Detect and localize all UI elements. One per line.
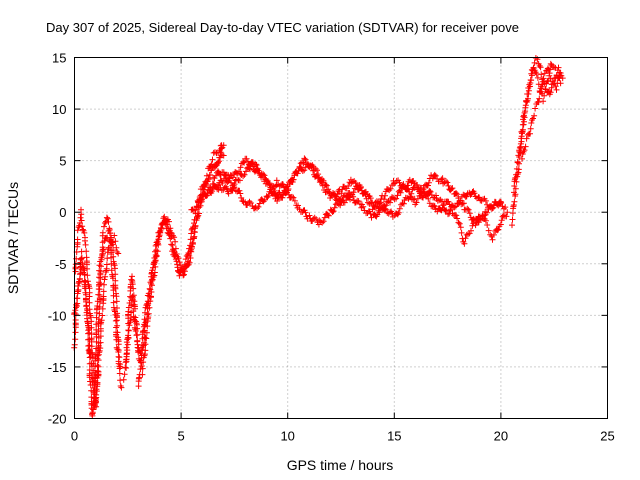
x-tick-label: 5 [177, 429, 184, 444]
y-tick-label: -15 [48, 360, 67, 375]
series-track-8 [194, 155, 509, 229]
axis-ticks: 0 5 10 15 20 25 15 10 5 0 -5 -10 -15 -20 [48, 51, 615, 444]
plot-frame [74, 57, 608, 419]
series-markers [194, 155, 509, 229]
y-tick-label: -10 [48, 308, 67, 323]
y-tick-label: -5 [55, 257, 67, 272]
series-markers [519, 65, 564, 162]
y-tick-label: 10 [52, 102, 66, 117]
y-axis-label: SDTVAR / TECUs [5, 182, 21, 294]
x-tick-label: 10 [280, 429, 294, 444]
grid [74, 57, 608, 419]
x-tick-label: 20 [494, 429, 508, 444]
series-track-12 [519, 65, 564, 162]
y-tick-label: 0 [59, 205, 66, 220]
x-tick-label: 25 [600, 429, 614, 444]
series-markers [210, 168, 511, 247]
x-tick-label: 15 [387, 429, 401, 444]
y-tick-label: -20 [48, 412, 67, 427]
y-tick-label: 15 [52, 51, 66, 66]
y-tick-label: 5 [59, 154, 66, 169]
series-track-9 [210, 168, 511, 247]
x-axis-label: GPS time / hours [287, 457, 394, 473]
chart-title: Day 307 of 2025, Sidereal Day-to-day VTE… [46, 20, 519, 35]
data-points [71, 55, 566, 419]
x-tick-label: 0 [71, 429, 78, 444]
